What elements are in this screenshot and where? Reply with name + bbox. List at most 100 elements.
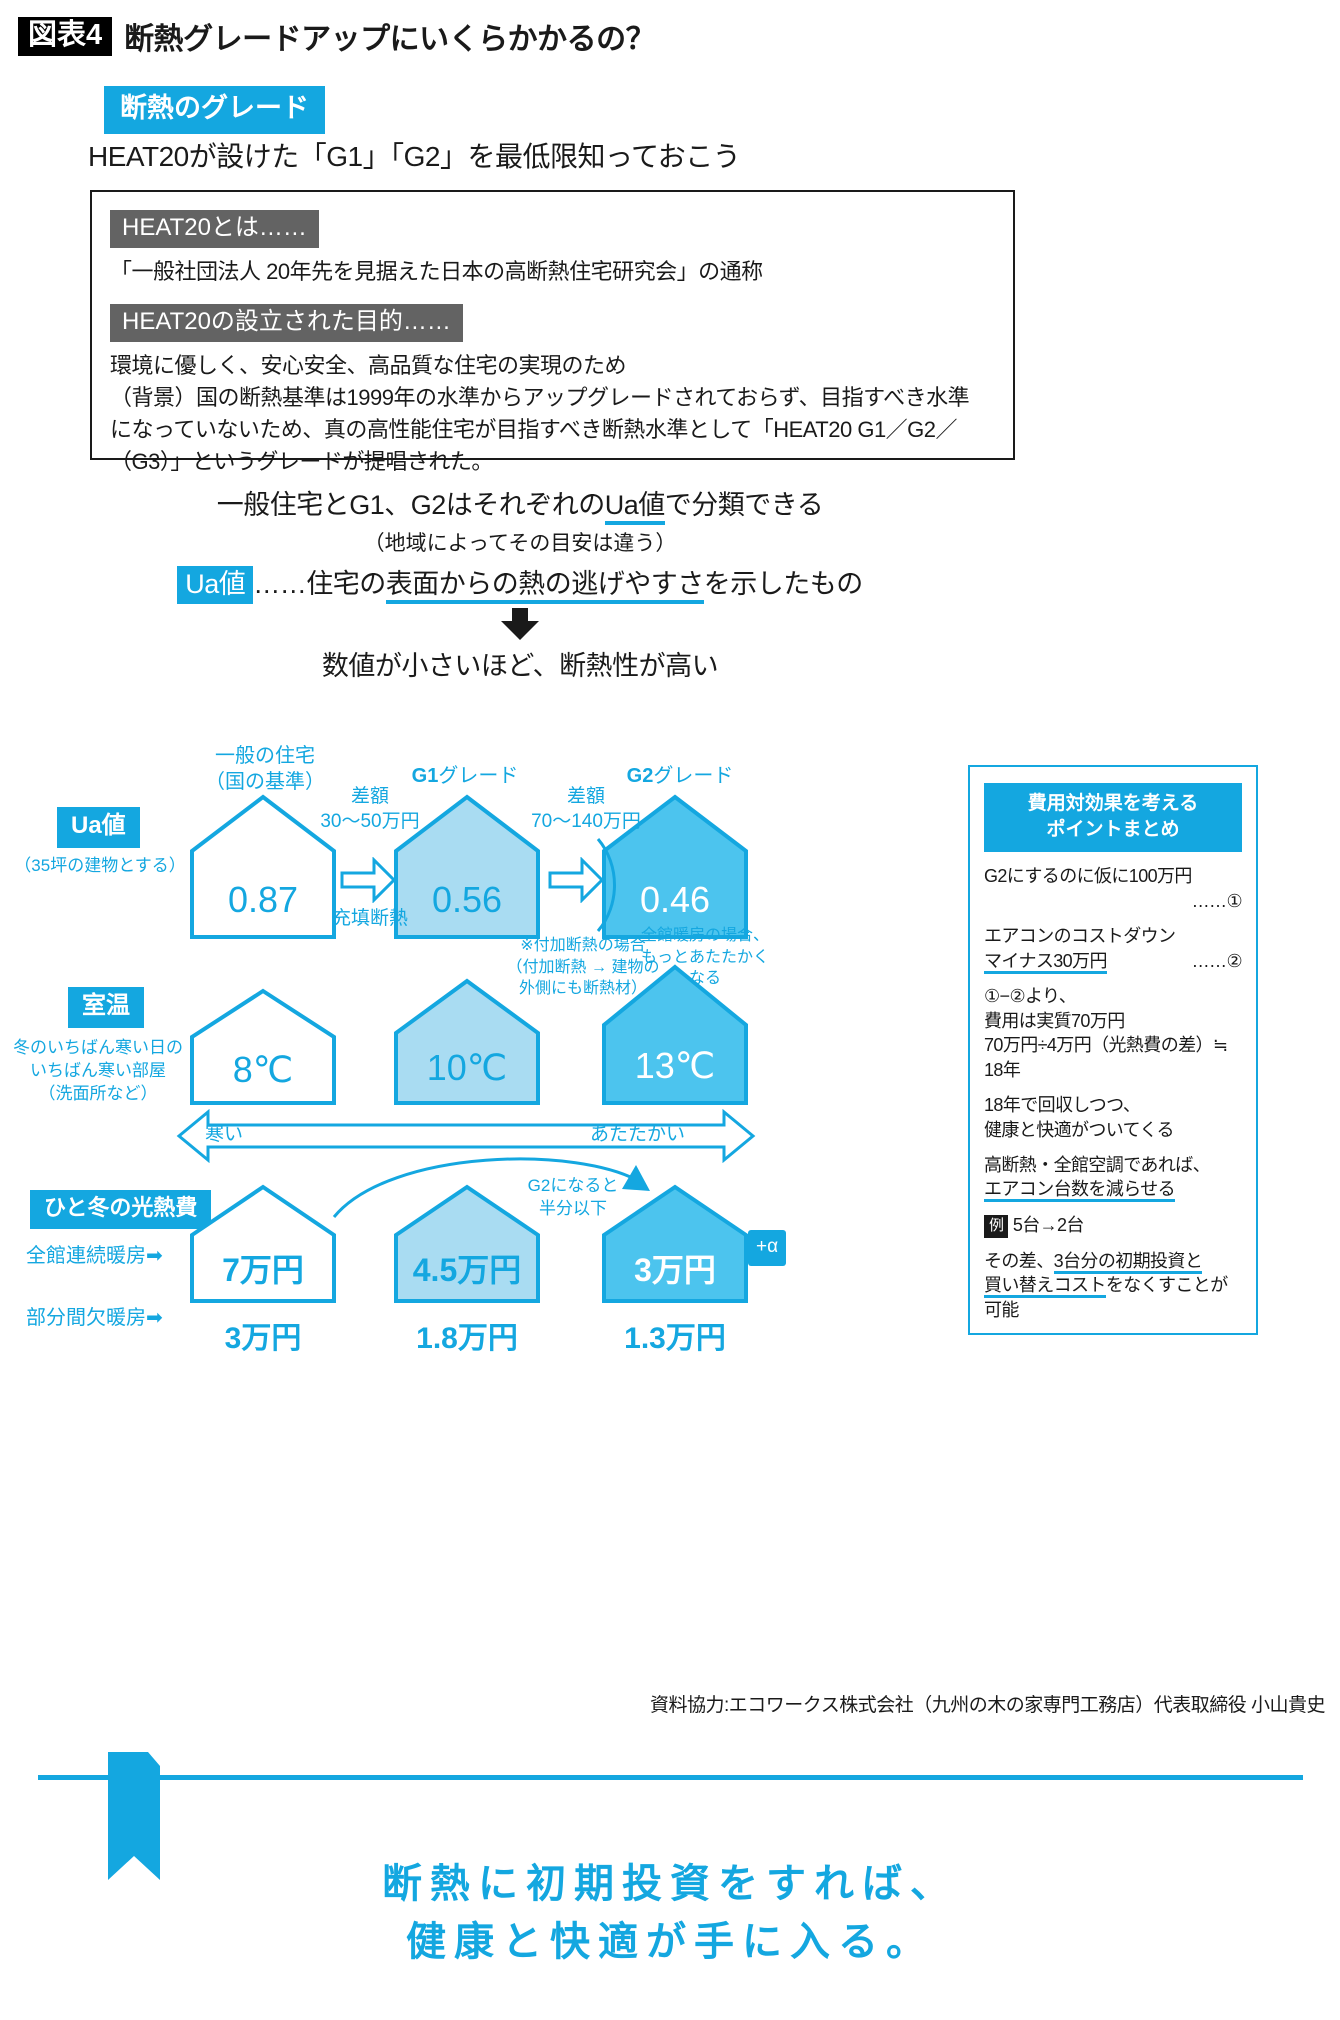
house-g1-temp: 10℃ [392,977,542,1107]
heat20-info-box: HEAT20とは…… 「一般社団法人 20年先を見据えた日本の高断熱住宅研究会」… [90,190,1015,474]
page-title: 断熱グレードアップにいくらかかるの？ [124,23,656,56]
note-zenkan-danbou: 全館暖房の場合、 もっとあたたかく なる [640,927,769,988]
house-value-standard-cost: 7万円 [222,1252,304,1288]
sidebar-item-4-line2: 健康と快適がついてくる [984,1119,1175,1140]
heat20-body-2-line4: （G3）」というグレードが提唱された。 [110,448,493,474]
row-sub-roomtemp: 冬のいちばん寒い日の いちばん寒い部屋 （洗面所など） [13,1038,183,1103]
house-standard-temp: 8℃ [188,987,338,1107]
ua-def-highlight: 表面からの熱の逃げやすさ [385,569,704,604]
sidebar-title-line1: 費用対効果を考える [1027,793,1199,814]
diff-label-1-line2: 30〜50万円 [320,810,420,832]
sidebar-item-1-marker: ……① [1191,890,1243,911]
column-title-g1-sub: グレード [438,765,519,787]
example-tag: 例 [984,1214,1009,1238]
diff-label-2: 差額 70〜140万円 [516,785,656,834]
ua-line-highlight: Ua値 [604,490,665,525]
house-g1-cost: 4.5万円 [392,1183,542,1305]
sidebar-item-7: その差、3台分の初期投資と 買い替えコストをなくすことが 可能 [984,1249,1242,1322]
column-title-standard: 一般の住宅 （国の基準） [170,743,360,795]
footer-slogan-line2: 健康と快適が手に入る。 [406,1920,934,1964]
sidebar-item-6-text: 5台→2台 [1012,1214,1085,1235]
note-fuka-dannetsu: ※付加断熱の場合 （付加断熱 → 建物の 外側にも断熱材） [506,937,660,998]
diff-label-1-line1: 差額 [350,786,389,807]
footer-slogan: 断熱に初期投資をすれば、 健康と快適が手に入る。 [0,1855,1340,1971]
ua-chip: Ua値 [177,566,254,604]
page-header: 図表4 断熱グレードアップにいくらかかるの？ [18,14,656,58]
sidebar-item-7-c: 可能 [984,1299,1019,1320]
down-arrow-icon [500,608,540,640]
sidebar-item-2-marker: ……② [1191,950,1243,971]
house-comparison-diagram: 一般の住宅 （国の基準） G1グレード G2グレード Ua値 （35坪の建物とす… [0,735,1340,1355]
diff-label-2-line1: 差額 [566,786,605,807]
sidebar-item-7-u1: 3台分の初期投資と [1053,1250,1203,1274]
row-sub-ua: （35坪の建物とする） [14,856,186,875]
heat20-heading-1: HEAT20とは…… [110,210,319,248]
column-title-standard-sub: （国の基準） [205,771,325,793]
column-title-g2-sub: グレード [653,765,734,787]
house-value2-standard-cost: 3万円 [224,1322,302,1355]
sidebar-item-1-text: G2にするのに仮に100万円 [984,866,1192,887]
ua-definition-line: Ua値 ……住宅の表面からの熱の逃げやすさを示したもの [0,562,1040,604]
figure-tag: 図表4 [18,16,113,56]
house-g1-ua: 0.56 [392,793,542,941]
diff-label-2-line2: 70〜140万円 [531,810,641,832]
column-title-g1-main: G1 [411,765,439,787]
flag-icon [108,1752,164,1887]
plus-alpha-badge: +α [748,1230,787,1266]
house-value2-g2-cost: 1.3万円 [624,1322,726,1355]
row-chip-utility: ひと冬の光熱費 [30,1190,212,1229]
sidebar-title-line2: ポイントまとめ [1046,818,1180,840]
heat20-body-2-line3: になっていないため、真の高性能住宅が目指すべき断熱水準として「HEAT20 G1… [110,416,958,442]
sidebar-item-2: エアコンのコストダウン マイナス30万円 ……② [984,924,1243,974]
house-value-standard-temp: 8℃ [232,1049,294,1090]
fuka-curve-icon [594,835,628,940]
sidebar-item-4: 18年で回収しつつ、 健康と快適がついてくる [984,1093,1242,1142]
house-value-g2-cost: 3万円 [634,1252,716,1288]
diff-label-1: 差額 30〜50万円 [310,785,430,834]
row-chip-ua: Ua値 [57,807,140,848]
section-chip-grade: 断熱のグレード [104,86,325,134]
ua-region-note: （地域によってその目安は違う） [363,532,677,555]
ua-line-a: 一般住宅とG1、G2はそれぞれの [216,490,606,520]
sidebar-item-7-b: をなくすことが [1105,1275,1228,1296]
row-label-continuous-heating: 全館連続暖房➡ [26,1245,163,1267]
house-g2-temp: 13℃ [600,963,750,1107]
ua-conclusion-line: 数値が小さいほど、断熱性が高い [321,651,719,681]
house-value2-g1-cost: 1.8万円 [416,1322,518,1355]
heat20-heading-2: HEAT20の設立された目的…… [110,303,463,342]
arrow-right-icon-1 [340,856,397,908]
sidebar-item-3: ①−②より、 費用は実質70万円 70万円÷4万円（光熱費の差）≒ 18年 [984,984,1242,1082]
house-value-g2-temp: 13℃ [634,1045,716,1086]
sidebar-item-1: G2にするのに仮に100万円 ……① [984,864,1243,913]
sidebar-item-3-line3: 70万円÷4万円（光熱費の差）≒ [984,1035,1228,1056]
row-label-partial-heating: 部分間欠暖房➡ [26,1307,163,1329]
house-value-g2-ua: 0.46 [639,879,711,920]
label-half-reduction: G2になると 半分以下 [527,1176,619,1218]
ua-def-a: ……住宅の [253,569,386,599]
column-title-g2-main: G2 [626,765,654,787]
footer-divider [38,1775,1303,1780]
house-standard-cost: 7万円 [188,1183,338,1305]
sidebar-item-5-line1: 高断熱・全館空調であれば、 [984,1154,1211,1175]
sidebar-item-3-line1: ①−②より、 [984,986,1077,1007]
house-g2-cost: 3万円 [600,1183,750,1305]
heat20-body-1: 「一般社団法人 20年先を見据えた日本の高断熱住宅研究会」の通称 [110,259,763,284]
house-value-standard-ua: 0.87 [227,879,299,920]
sidebar-item-6: 例 5台→2台 [984,1213,1242,1238]
heat20-body-2-line2: （背景）国の断熱基準は1999年の水準からアップグレードされておらず、目指すべき… [110,384,970,410]
footer-slogan-line1: 断熱に初期投資をすれば、 [382,1862,958,1906]
ua-def-c: を示したもの [703,569,864,599]
sidebar-item-2-line1: エアコンのコストダウン [984,926,1176,947]
sidebar-title: 費用対効果を考える ポイントまとめ [984,783,1242,853]
column-title-standard-main: 一般の住宅 [215,745,315,767]
sidebar-item-3-line4: 18年 [984,1059,1021,1080]
source-credit: 資料協力:エコワークス株式会社（九州の木の家専門工務店）代表取締役 小山貴史 [650,1695,1326,1716]
arrow-right-icon-2 [548,856,605,908]
label-cold: 寒い [205,1124,244,1145]
house-value-g1-cost: 4.5万円 [412,1252,522,1288]
house-value-g1-ua: 0.56 [431,879,503,920]
section-lead-text: HEAT20が設けた「G1」「G2」を最低限知っておこう [88,141,741,172]
heat20-body-2-line1: 環境に優しく、安心安全、高品質な住宅の実現のため [110,352,627,378]
cost-effect-summary-box: 費用対効果を考える ポイントまとめ G2にするのに仮に100万円 ……① エアコ… [968,765,1258,1335]
